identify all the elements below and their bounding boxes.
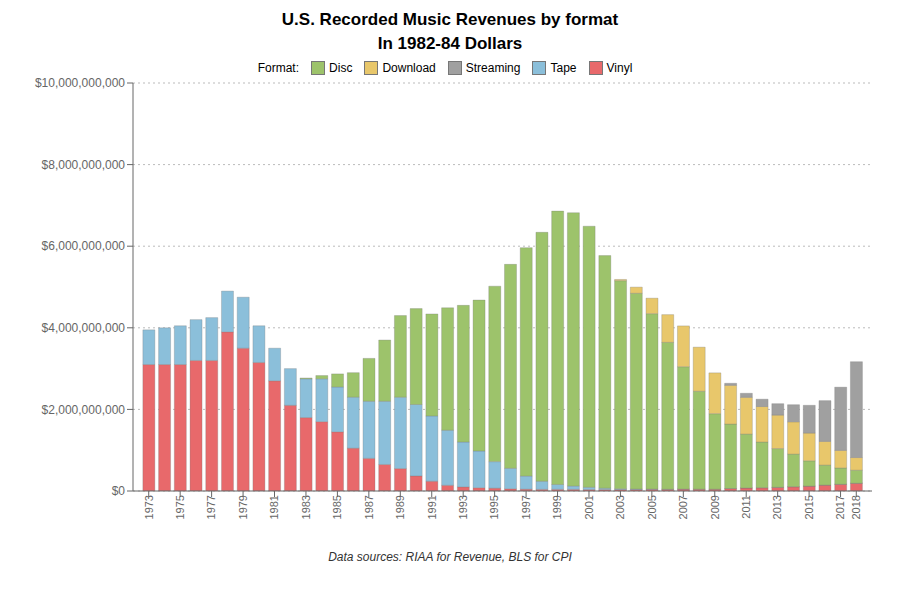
svg-text:2009: 2009 [709,495,721,519]
svg-text:1989: 1989 [394,495,406,519]
html-text:Format:: Format: [257,61,299,75]
svg-text:1993: 1993 [457,495,469,519]
svg-text:2007: 2007 [677,495,689,519]
svg-text:$10,000,000,000: $10,000,000,000 [35,76,125,90]
html-text:In 1982-84 Dollars: In 1982-84 Dollars [377,34,523,53]
svg-text:1991: 1991 [426,495,438,519]
svg-text:1985: 1985 [331,495,343,519]
html-text:Download: Download [382,61,436,75]
svg-text:2017: 2017 [834,495,846,519]
svg-text:$8,000,000,000: $8,000,000,000 [42,158,126,172]
html-text:Vinyl: Vinyl [606,61,633,75]
html-text:U.S. Recorded Music Revenues b: U.S. Recorded Music Revenues by format [281,10,619,29]
html-text:Data sources: RIAA for Revenue: Data sources: RIAA for Revenue, BLS for … [328,550,572,564]
svg-text:$6,000,000,000: $6,000,000,000 [42,239,126,253]
svg-text:1973: 1973 [143,495,155,519]
svg-text:1997: 1997 [520,495,532,519]
svg-text:1977: 1977 [205,495,217,519]
svg-text:1981: 1981 [268,495,280,519]
svg-text:$0: $0 [112,484,126,498]
svg-text:1975: 1975 [174,495,186,519]
svg-text:1987: 1987 [363,495,375,519]
svg-text:1983: 1983 [300,495,312,519]
svg-text:2015: 2015 [803,495,815,519]
svg-text:1999: 1999 [551,495,563,519]
html-text:Disc: Disc [329,61,353,75]
html-text:Tape: Tape [550,61,577,75]
svg-text:2013: 2013 [771,495,783,519]
svg-text:1995: 1995 [488,495,500,519]
svg-text:1979: 1979 [237,495,249,519]
svg-text:2001: 2001 [583,495,595,519]
svg-text:2011: 2011 [740,495,752,519]
svg-text:$2,000,000,000: $2,000,000,000 [42,403,126,417]
svg-text:2018: 2018 [850,495,862,519]
svg-text:2003: 2003 [614,495,626,519]
html-text:Streaming: Streaming [465,61,521,75]
svg-text:$4,000,000,000: $4,000,000,000 [42,321,126,335]
svg-text:2005: 2005 [646,495,658,519]
